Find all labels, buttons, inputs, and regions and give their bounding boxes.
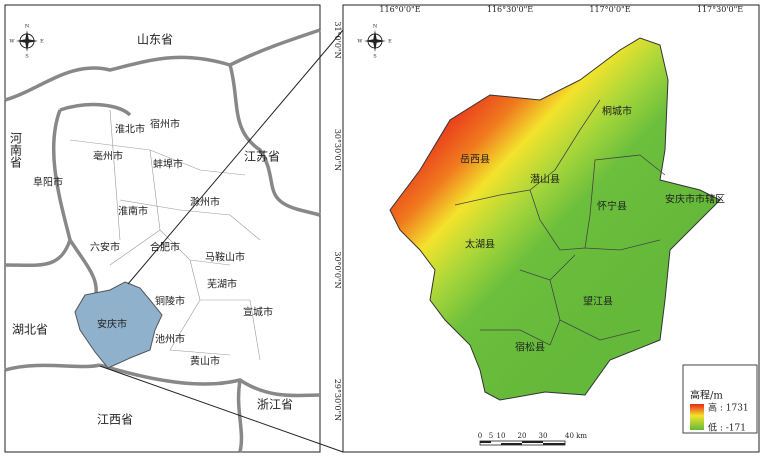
compass: N S W E bbox=[9, 24, 44, 60]
longitude-label: 116°30'0"E bbox=[487, 5, 533, 14]
legend-ramp bbox=[690, 404, 704, 430]
inset-line bbox=[127, 29, 344, 285]
city-label: 滁州市 bbox=[190, 196, 220, 209]
scale-bar bbox=[479, 440, 566, 446]
city-label: 宣城市 bbox=[243, 306, 273, 319]
compass-label: E bbox=[40, 39, 44, 45]
city-label: 亳州市 bbox=[93, 150, 123, 163]
compass-label: S bbox=[25, 54, 29, 60]
longitude-label: 116°0'0"E bbox=[379, 5, 420, 14]
compass-label: E bbox=[388, 39, 392, 45]
county-label: 怀宁县 bbox=[597, 200, 627, 213]
city-label: 池州市 bbox=[155, 333, 185, 346]
city-label: 宿州市 bbox=[150, 118, 180, 131]
scale-label: 40 km bbox=[565, 432, 587, 440]
county-label: 安庆市市辖区 bbox=[665, 193, 725, 206]
county-label: 太湖县 bbox=[465, 238, 495, 251]
city-label: 合肥市 bbox=[150, 241, 180, 254]
latitude-label: 30°0'0"N bbox=[333, 251, 342, 288]
latitude-label: 31°0'0"N bbox=[333, 21, 342, 58]
county-label: 桐城市 bbox=[602, 105, 632, 118]
province-label: 浙江省 bbox=[257, 398, 293, 412]
latitude-label: 29°30'0"N bbox=[333, 379, 342, 421]
city-label: 蚌埠市 bbox=[153, 158, 183, 171]
city-label: 马鞍山市 bbox=[205, 251, 245, 264]
anqing-elevation bbox=[389, 37, 721, 401]
city-label: 芜湖市 bbox=[207, 278, 237, 291]
longitude-label: 117°30'0"E bbox=[697, 5, 743, 14]
latitude-label: 30°30'0"N bbox=[333, 129, 342, 171]
compass-label: N bbox=[373, 24, 378, 30]
longitude-label: 117°0'0"E bbox=[589, 5, 630, 14]
city-label: 黄山市 bbox=[190, 355, 220, 368]
province-label: 河南省 bbox=[9, 132, 23, 168]
city-label: 淮北市 bbox=[115, 123, 145, 136]
compass-label: W bbox=[9, 39, 15, 45]
province-label: 湖北省 bbox=[12, 322, 48, 337]
compass-star bbox=[16, 30, 38, 52]
province-borders bbox=[4, 28, 321, 453]
province-label: 江西省 bbox=[97, 413, 133, 427]
scale-label: 0 bbox=[478, 432, 482, 440]
legend-high: 高 : 1731 bbox=[708, 402, 749, 414]
city-label: 六安市 bbox=[90, 241, 120, 254]
county-label: 宿松县 bbox=[515, 341, 545, 354]
compass-star bbox=[364, 30, 386, 52]
compass-label: S bbox=[373, 54, 377, 60]
scale-label: 20 bbox=[518, 432, 527, 440]
county-label: 岳西县 bbox=[460, 154, 490, 166]
scale-label: 10 bbox=[497, 432, 506, 440]
inset-line bbox=[99, 365, 344, 453]
county-label: 望江县 bbox=[583, 295, 613, 308]
compass-label: N bbox=[25, 24, 30, 30]
compass: N S W E bbox=[357, 24, 392, 60]
legend-title: 高程/m bbox=[690, 389, 723, 402]
province-label: 山东省 bbox=[137, 33, 173, 47]
city-label: 铜陵市 bbox=[155, 295, 185, 308]
left-frame bbox=[4, 4, 321, 453]
province-label: 江苏省 bbox=[244, 150, 280, 164]
compass-label: W bbox=[357, 39, 363, 45]
county-label: 潜山县 bbox=[530, 173, 560, 186]
city-label: 安庆市 bbox=[97, 318, 127, 331]
scale-label: 30 bbox=[539, 432, 548, 440]
scale-label: 5 bbox=[489, 432, 493, 440]
county-borders bbox=[454, 99, 666, 346]
city-label: 阜阳市 bbox=[33, 176, 63, 189]
anqing-highlight bbox=[74, 281, 163, 369]
city-label: 淮南市 bbox=[118, 205, 148, 218]
city-borders bbox=[69, 109, 261, 361]
legend-low: 低 : -171 bbox=[708, 422, 746, 434]
